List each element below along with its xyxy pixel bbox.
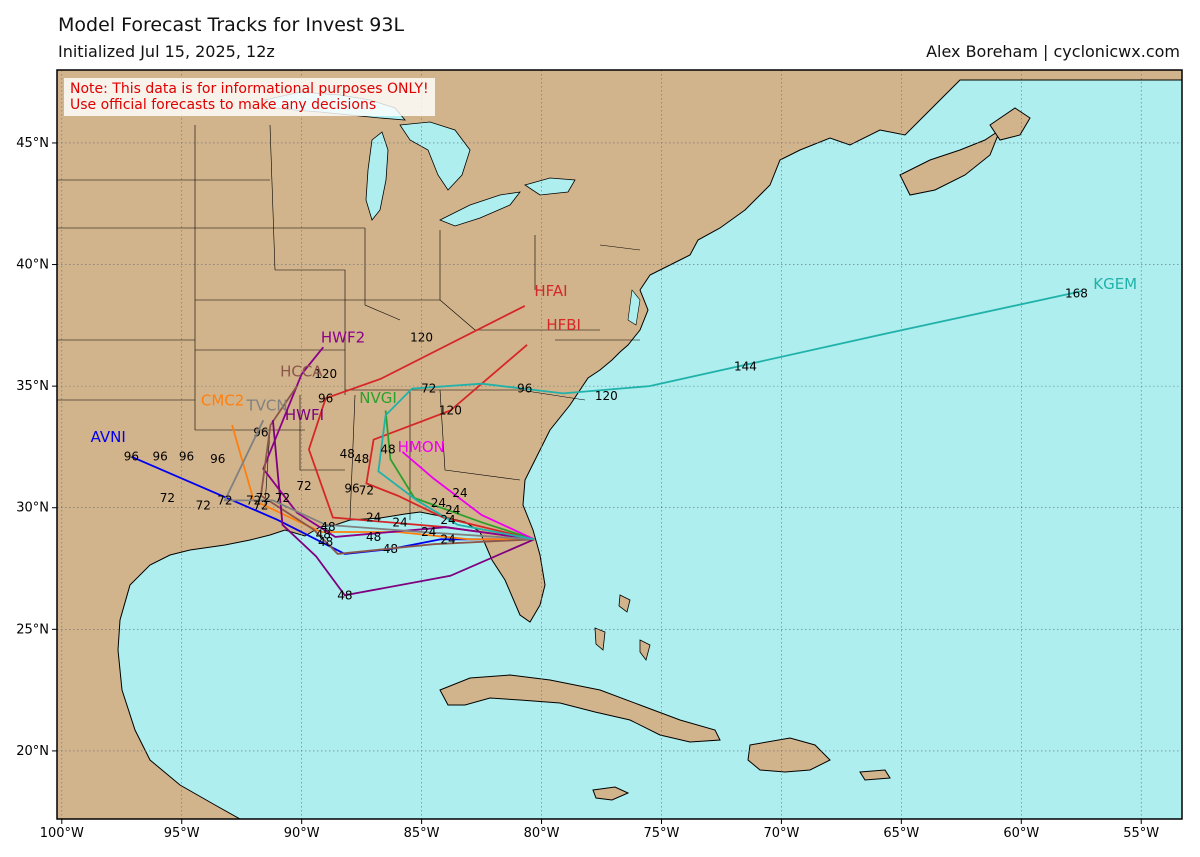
- lon-tick-label: 80°W: [524, 826, 560, 841]
- disclaimer-line-1: Note: This data is for informational pur…: [70, 81, 429, 97]
- lon-tick-label: 95°W: [164, 826, 200, 841]
- lon-tick-label: 100°W: [40, 826, 84, 841]
- forecast-hour-label: 72: [253, 498, 268, 512]
- track-hmon: [401, 451, 535, 541]
- track-name-kgem: KGEM: [1093, 275, 1137, 293]
- chart-subtitle: Initialized Jul 15, 2025, 12z: [58, 42, 275, 61]
- lake-erie: [439, 191, 521, 227]
- forecast-hour-label: 72: [160, 491, 175, 505]
- track-name-nvgi: NVGI: [359, 389, 397, 407]
- forecast-hour-label: 24: [445, 503, 460, 517]
- lon-tick-label: 70°W: [763, 826, 799, 841]
- puerto-rico-land: [859, 769, 891, 781]
- lat-tick-label: 20°N: [16, 744, 49, 759]
- forecast-hour-label: 96: [179, 450, 194, 464]
- track-name-tvcn: TVCN: [245, 396, 287, 414]
- track-name-hfai: HFAI: [534, 282, 567, 300]
- disclaimer-note: Note: This data is for informational pur…: [64, 78, 435, 116]
- forecast-hour-label: 72: [359, 484, 374, 498]
- lat-lon-grid: [57, 70, 1182, 819]
- track-hfbi: [365, 344, 535, 541]
- forecast-hour-label: 72: [296, 479, 311, 493]
- lon-tick-label: 90°W: [284, 826, 320, 841]
- forecast-hour-label: 24: [421, 525, 436, 539]
- forecast-hour-label: 96: [344, 481, 359, 495]
- state-borders: [57, 124, 641, 521]
- bahamas-land: [594, 594, 651, 661]
- forecast-hour-label: 72: [275, 491, 290, 505]
- forecast-hour-label: 96: [318, 391, 333, 405]
- lat-tick-label: 45°N: [16, 136, 49, 151]
- track-hcca: [259, 385, 535, 555]
- forecast-hour-label: 24: [392, 515, 407, 529]
- nova-scotia-land: [899, 128, 1002, 196]
- lon-tick-label: 55°W: [1123, 826, 1159, 841]
- lat-tick-label: 25°N: [16, 622, 49, 637]
- track-name-hfbi: HFBI: [546, 316, 581, 334]
- map-frame: [56, 69, 1183, 820]
- forecast-hour-label: 120: [439, 403, 462, 417]
- track-hwf2: [262, 346, 535, 541]
- lon-tick-label: 75°W: [644, 826, 680, 841]
- track-tvcn: [223, 419, 535, 541]
- forecast-hour-label: 24: [431, 496, 446, 510]
- axis-ticks: 100°W 95°W 90°W 85°W 80°W 75°W 70°W 65°W 60°W 55°…: [16, 136, 1159, 841]
- lake-huron: [399, 121, 471, 191]
- track-name-avni: AVNI: [91, 428, 126, 446]
- track-name-hmon: HMON: [398, 438, 445, 456]
- lon-tick-label: 60°W: [1003, 826, 1039, 841]
- lake-ontario: [524, 177, 576, 196]
- track-name-hwfi: HWFI: [285, 406, 324, 424]
- forecast-hour-label: 48: [380, 442, 395, 456]
- forecast-hour-label: 144: [734, 360, 757, 374]
- forecast-hour-label: 96: [124, 450, 139, 464]
- track-name-hcca: HCCA: [280, 362, 323, 380]
- track-cmc2: [231, 424, 535, 541]
- credit-text: Alex Boreham | cyclonicwx.com: [926, 42, 1180, 61]
- chart-title: Model Forecast Tracks for Invest 93L: [58, 14, 405, 36]
- forecast-hour-label: 48: [320, 520, 335, 534]
- forecast-hour-label: 24: [452, 486, 467, 500]
- forecast-hour-label: 96: [517, 382, 532, 396]
- forecast-hour-label: 96: [153, 450, 168, 464]
- forecast-hour-label: 72: [256, 491, 271, 505]
- track-kgem: [377, 290, 1082, 541]
- north-america-land: [57, 70, 1182, 819]
- lake-michigan: [365, 131, 389, 221]
- forecast-hour-label: 72: [421, 382, 436, 396]
- disclaimer-line-2: Use official forecasts to make any decis…: [70, 97, 377, 113]
- lat-tick-label: 30°N: [16, 501, 49, 516]
- lon-tick-label: 65°W: [883, 826, 919, 841]
- lat-tick-label: 40°N: [16, 258, 49, 273]
- track-name-cmc2: CMC2: [201, 392, 244, 410]
- chesapeake-bay: [627, 289, 641, 326]
- cuba-land: [439, 674, 721, 743]
- forecast-hour-label: 168: [1065, 287, 1088, 301]
- forecast-hour-label: 120: [595, 389, 618, 403]
- forecast-hour-label: 24: [366, 510, 381, 524]
- forecast-hour-label: 96: [253, 425, 268, 439]
- forecast-hour-label: 48: [318, 535, 333, 549]
- jamaica-land: [592, 786, 630, 801]
- forecast-hour-label: 72: [196, 498, 211, 512]
- forecast-hour-label: 24: [440, 532, 455, 546]
- forecast-hour-label: 48: [366, 530, 381, 544]
- track-hwfi: [272, 420, 535, 597]
- forecast-hour-label: 48: [337, 588, 352, 602]
- forecast-hour-label: 120: [314, 367, 337, 381]
- track-name-hwf2: HWF2: [321, 328, 365, 346]
- forecast-hour-label: 48: [340, 447, 355, 461]
- forecast-hour-label: 48: [316, 527, 331, 541]
- lat-tick-label: 35°N: [16, 379, 49, 394]
- forecast-hour-label: 48: [354, 452, 369, 466]
- forecast-hour-label: 120: [410, 331, 433, 345]
- forecast-hour-label: 24: [440, 513, 455, 527]
- forecast-hour-label: 96: [210, 452, 225, 466]
- hispaniola-land: [747, 737, 831, 773]
- cape-breton-land: [989, 107, 1031, 141]
- lon-tick-label: 85°W: [404, 826, 440, 841]
- forecast-hour-label: 72: [217, 493, 232, 507]
